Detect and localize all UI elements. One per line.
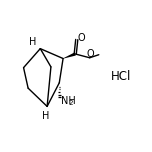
Text: 2: 2 [69, 100, 73, 106]
Text: O: O [86, 48, 94, 59]
Text: H: H [29, 37, 36, 47]
Polygon shape [63, 52, 76, 59]
Text: O: O [78, 33, 85, 43]
Text: NH: NH [61, 96, 76, 106]
Text: HCl: HCl [111, 70, 131, 83]
Text: H: H [42, 111, 49, 121]
